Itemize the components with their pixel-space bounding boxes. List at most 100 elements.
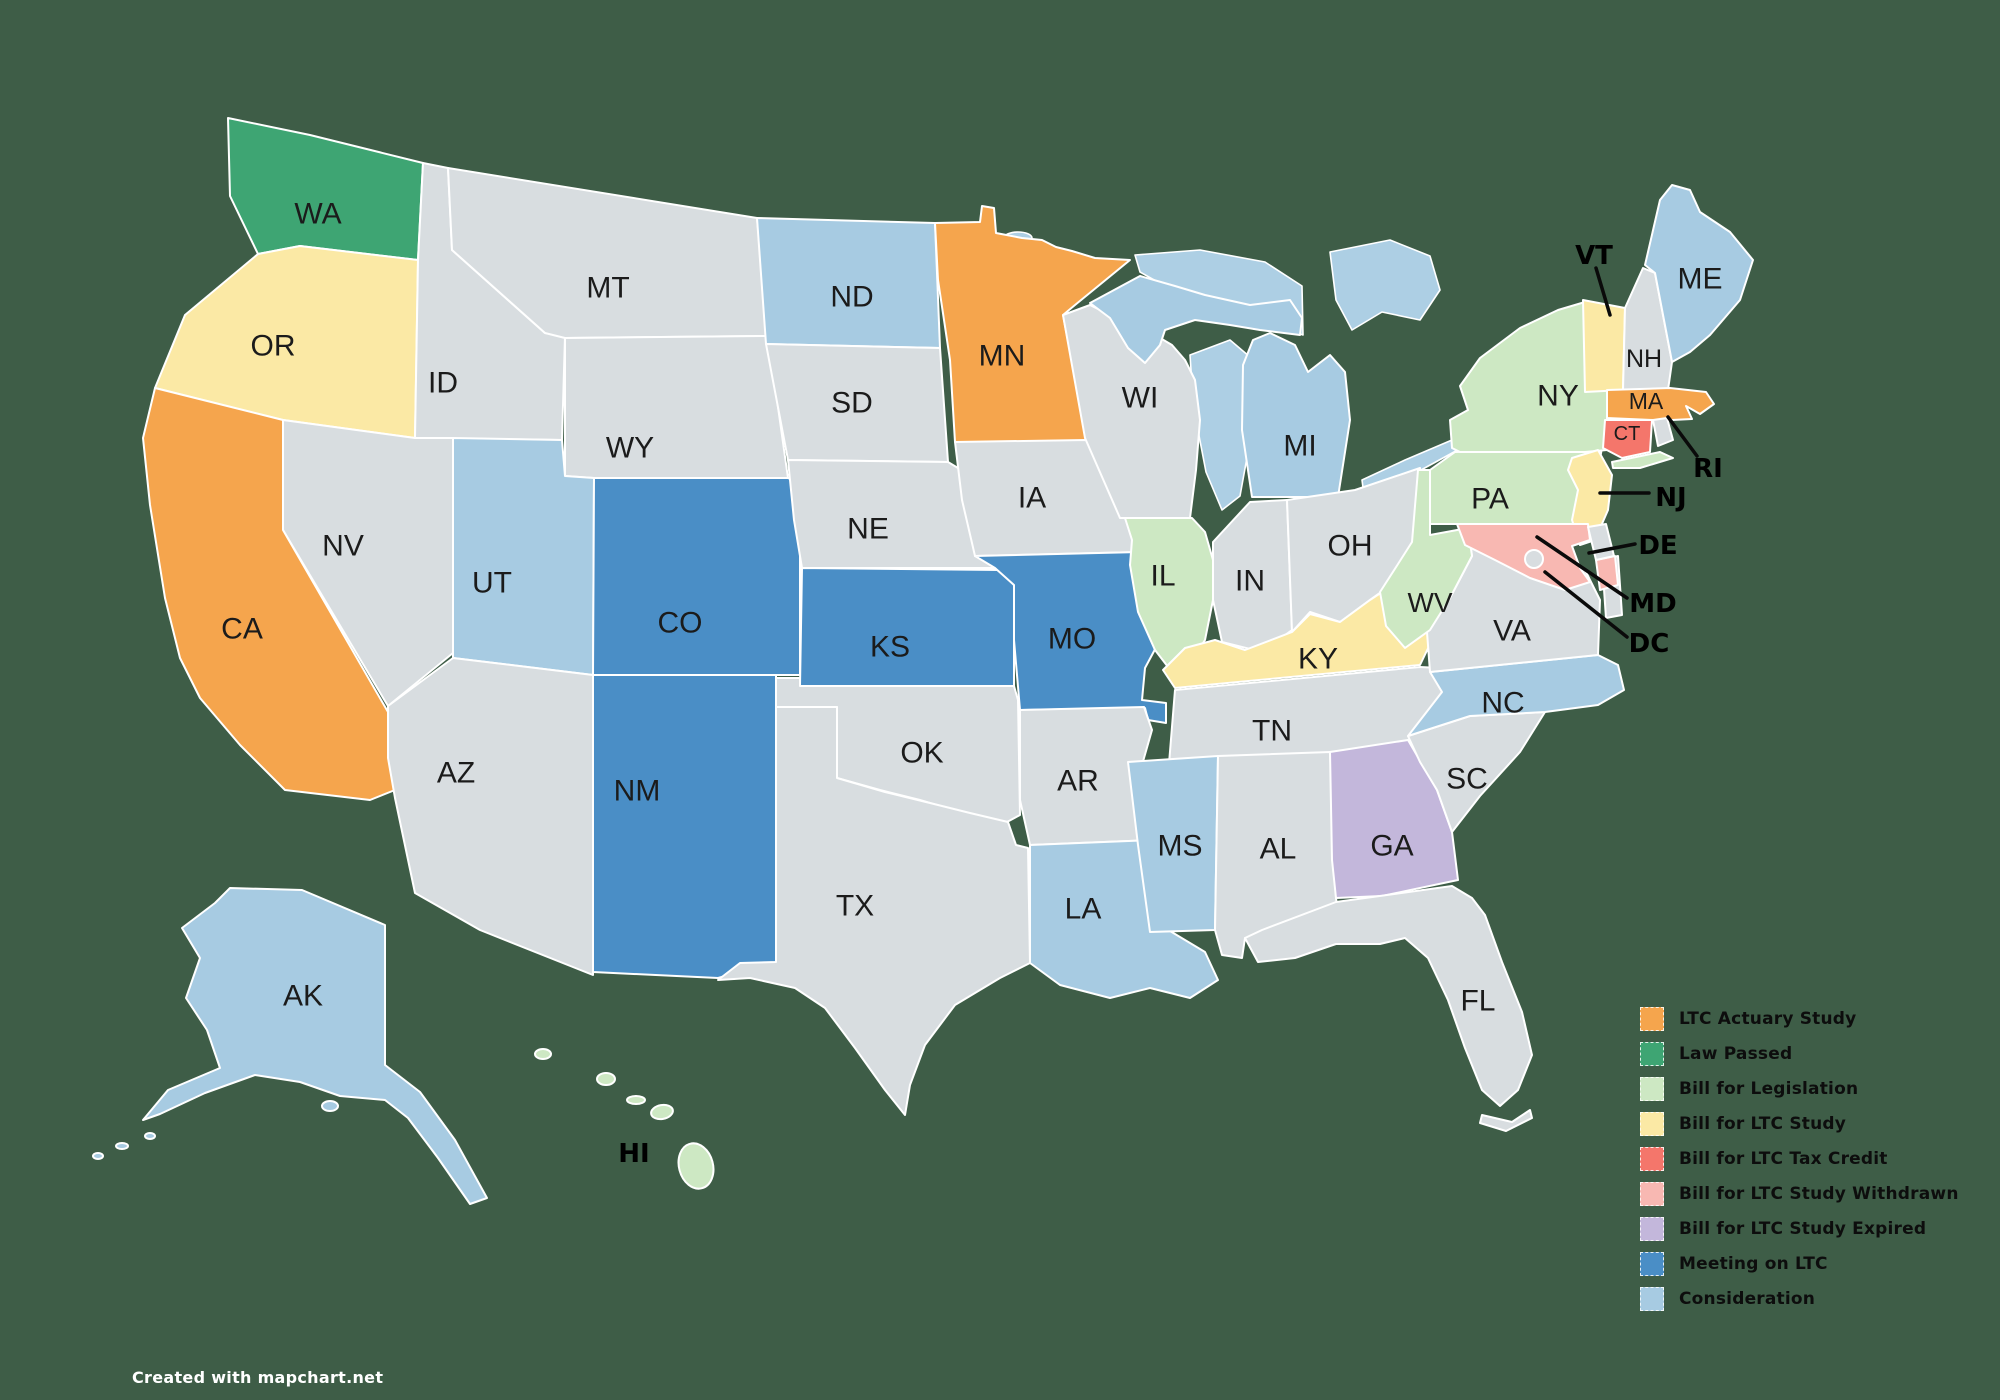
state-FL-shape[interactable] (1244, 885, 1533, 1107)
state-VT-shape[interactable] (1582, 299, 1626, 393)
state-label-CT: CT (1614, 423, 1641, 445)
state-AK-island-2[interactable] (144, 1132, 156, 1140)
state-FL[interactable] (1244, 885, 1533, 1132)
state-ME-shape[interactable] (1644, 184, 1754, 363)
state-CT[interactable] (1602, 419, 1653, 459)
state-AK-island-1[interactable] (92, 1152, 104, 1160)
state-WY-shape[interactable] (564, 335, 789, 479)
legend-label-consideration: Consideration (1679, 1288, 1816, 1309)
state-MS[interactable] (1127, 755, 1219, 933)
state-NJ[interactable] (1567, 449, 1613, 546)
state-NM[interactable] (592, 674, 777, 979)
callout-label-HI: HI (618, 1139, 649, 1169)
state-HI[interactable] (534, 1048, 719, 1193)
lake-huron (1329, 239, 1441, 331)
labels-layer: WA OR ID MT WY NV UT CA CO AZ NM ND SD NE KS OK TX MN IA MO… (221, 198, 1723, 1170)
state-label-ND: ND (830, 281, 873, 314)
state-AK-shape[interactable] (142, 887, 488, 1205)
legend-swatch-consideration (1640, 1286, 1664, 1311)
state-label-UT: UT (472, 567, 512, 600)
legend-item-bill-for-ltc-study-expired: Bill for LTC Study Expired (1640, 1216, 1959, 1241)
state-NC-shape[interactable] (1407, 654, 1625, 737)
state-label-WI: WI (1122, 382, 1159, 415)
legend-item-consideration: Consideration (1640, 1286, 1959, 1311)
state-label-CO: CO (658, 607, 703, 640)
legend-swatch-law-passed (1640, 1041, 1664, 1066)
legend-item-law-passed: Law Passed (1640, 1041, 1959, 1066)
state-MI-shape-1[interactable] (1089, 275, 1303, 364)
callout-label-DC: DC (1629, 629, 1670, 659)
state-NM-shape[interactable] (592, 674, 777, 979)
state-DC-shape[interactable] (1524, 549, 1544, 569)
callout-line-RI (1666, 415, 1699, 458)
state-HI-island-1[interactable] (596, 1072, 616, 1086)
state-NY[interactable] (1449, 301, 1674, 469)
state-HI-island-2[interactable] (626, 1095, 646, 1105)
legend-item-bill-for-ltc-study: Bill for LTC Study (1640, 1111, 1959, 1136)
state-label-AL: AL (1260, 833, 1297, 866)
state-KS-shape[interactable] (799, 567, 1015, 687)
state-DE[interactable] (1587, 523, 1615, 561)
legend-item-meeting-on-ltc: Meeting on LTC (1640, 1251, 1959, 1276)
state-KY-shape[interactable] (1162, 576, 1433, 689)
callout-label-MD: MD (1629, 589, 1676, 619)
state-ME[interactable] (1644, 184, 1754, 363)
state-label-SD: SD (831, 387, 873, 420)
legend-item-bill-for-legislation: Bill for Legislation (1640, 1076, 1959, 1101)
state-label-NE: NE (847, 513, 889, 546)
state-AZ[interactable] (387, 657, 594, 976)
state-RI-shape[interactable] (1652, 417, 1674, 447)
legend-swatch-bill-for-ltc-tax-credit (1640, 1146, 1664, 1171)
state-AK[interactable] (92, 887, 488, 1205)
legend-item-bill-for-ltc-tax-credit: Bill for LTC Tax Credit (1640, 1146, 1959, 1171)
state-DE-shape[interactable] (1587, 523, 1615, 561)
legend-swatch-bill-for-ltc-study (1640, 1111, 1664, 1136)
state-DC[interactable] (1524, 549, 1544, 569)
state-WY[interactable] (564, 335, 789, 479)
state-HI-island-0[interactable] (534, 1048, 552, 1060)
state-AK-island-3[interactable] (321, 1100, 339, 1112)
state-CA-shape[interactable] (142, 387, 396, 801)
state-WV-shape[interactable] (1379, 469, 1473, 649)
state-WA[interactable] (227, 117, 424, 261)
state-MI-shape[interactable] (1241, 332, 1351, 498)
state-MI[interactable] (1089, 275, 1351, 498)
state-label-CA: CA (221, 613, 263, 646)
state-HI-island-3[interactable] (650, 1103, 674, 1121)
state-CO-shape[interactable] (592, 477, 801, 676)
state-FL-shape-1[interactable] (1479, 1109, 1533, 1132)
legend-label-bill-for-ltc-study-expired: Bill for LTC Study Expired (1679, 1218, 1927, 1239)
callout-line-DE (1587, 542, 1637, 555)
state-TX-shape[interactable] (717, 706, 1031, 1116)
state-AK-island-0[interactable] (115, 1142, 129, 1150)
state-NY-shape[interactable] (1449, 301, 1608, 453)
state-label-FL: FL (1460, 985, 1495, 1018)
legend-swatch-bill-for-ltc-study-withdrawn (1640, 1181, 1664, 1206)
state-WV[interactable] (1379, 469, 1473, 649)
state-WA-shape[interactable] (227, 117, 424, 261)
state-label-PA: PA (1471, 483, 1509, 516)
state-RI[interactable] (1652, 417, 1674, 447)
state-label-WA: WA (294, 198, 341, 231)
state-label-MA: MA (1629, 388, 1664, 414)
state-KY[interactable] (1162, 576, 1433, 689)
state-MS-shape[interactable] (1127, 755, 1219, 933)
state-CO[interactable] (592, 477, 801, 676)
legend-label-bill-for-ltc-study: Bill for LTC Study (1679, 1113, 1847, 1134)
callout-line-DC (1543, 570, 1629, 639)
state-CT-shape[interactable] (1602, 419, 1653, 459)
state-NY-shape-1[interactable] (1611, 451, 1674, 469)
state-NC[interactable] (1407, 654, 1625, 737)
callout-line-MD (1535, 535, 1629, 600)
state-label-NH: NH (1626, 345, 1662, 373)
legend-item-ltc-actuary-study: LTC Actuary Study (1640, 1006, 1959, 1031)
state-AZ-shape[interactable] (387, 657, 594, 976)
state-KS[interactable] (799, 567, 1015, 687)
state-CA[interactable] (142, 387, 396, 801)
state-NJ-shape[interactable] (1567, 449, 1613, 546)
state-HI-island-4[interactable] (674, 1139, 719, 1192)
state-TX[interactable] (717, 706, 1031, 1116)
map-credit: Created with mapchart.net (132, 1368, 384, 1387)
state-VT[interactable] (1582, 299, 1626, 393)
